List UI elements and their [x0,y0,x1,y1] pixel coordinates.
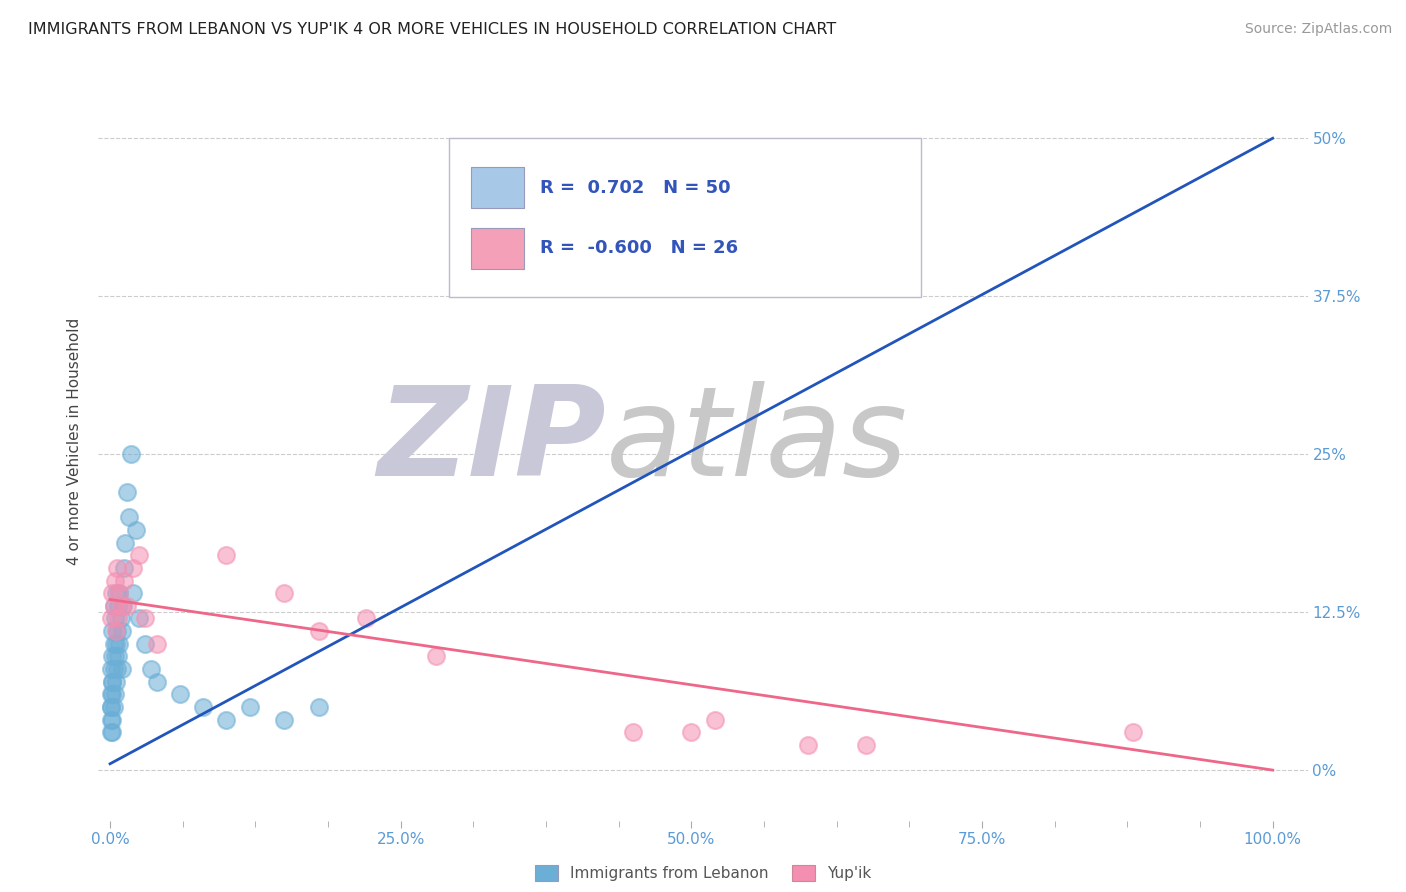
Text: Source: ZipAtlas.com: Source: ZipAtlas.com [1244,22,1392,37]
Point [104,624,127,639]
Point [308,624,330,639]
Point [105,561,128,575]
Point [100,611,122,625]
Point [103,599,125,613]
Point [122,561,145,575]
Point [108,586,131,600]
Text: atlas: atlas [606,381,908,502]
Point [105,624,128,639]
Point [681,725,703,739]
Point [107,649,129,664]
Point [101,586,124,600]
Point [101,713,124,727]
Point [134,637,156,651]
Text: R =  0.702   N = 50: R = 0.702 N = 50 [540,178,730,196]
FancyBboxPatch shape [471,227,524,268]
Point [104,637,127,651]
Point [114,535,136,549]
Point [1122,725,1144,739]
Point [273,713,295,727]
Point [100,699,122,714]
Point [101,725,124,739]
Point [103,662,125,676]
Point [110,611,132,625]
Point [104,611,127,625]
Point [105,662,128,676]
Point [191,699,214,714]
Point [215,548,238,563]
Point [100,713,122,727]
Point [128,611,150,625]
Point [308,699,330,714]
Point [103,699,125,714]
Point [103,637,125,651]
Point [703,713,725,727]
Point [239,699,262,714]
Text: R =  -0.600   N = 26: R = -0.600 N = 26 [540,239,738,257]
Point [425,649,447,664]
Point [120,447,142,461]
Point [112,561,135,575]
Point [101,624,124,639]
Point [100,725,122,739]
Point [104,674,127,689]
Point [104,574,127,588]
Text: IMMIGRANTS FROM LEBANON VS YUP'IK 4 OR MORE VEHICLES IN HOUSEHOLD CORRELATION CH: IMMIGRANTS FROM LEBANON VS YUP'IK 4 OR M… [28,22,837,37]
Point [111,599,134,613]
Point [855,738,877,752]
Point [128,548,150,563]
Point [103,599,125,613]
FancyBboxPatch shape [471,167,524,208]
Point [107,611,129,625]
Point [111,624,134,639]
Point [100,662,122,676]
Point [104,586,127,600]
Point [796,738,818,752]
Point [354,611,377,625]
Point [621,725,644,739]
Y-axis label: 4 or more Vehicles in Household: 4 or more Vehicles in Household [67,318,83,566]
Point [100,699,122,714]
Point [107,599,129,613]
Point [139,662,162,676]
Point [169,687,191,701]
Point [145,637,167,651]
Point [117,485,139,500]
Point [124,523,146,537]
Point [215,713,238,727]
Point [104,649,127,664]
Point [111,662,134,676]
Point [273,586,295,600]
Point [134,611,156,625]
Point [145,674,167,689]
Point [122,586,145,600]
Point [101,687,124,701]
Text: ZIP: ZIP [378,381,606,502]
Point [100,687,122,701]
Legend: Immigrants from Lebanon, Yup'ik: Immigrants from Lebanon, Yup'ik [527,857,879,888]
Point [101,649,124,664]
Point [101,674,124,689]
Point [118,510,141,524]
Point [108,637,131,651]
Point [108,586,131,600]
FancyBboxPatch shape [449,138,921,297]
Point [112,574,135,588]
Point [104,687,127,701]
Point [101,674,124,689]
Point [117,599,139,613]
Point [111,599,134,613]
